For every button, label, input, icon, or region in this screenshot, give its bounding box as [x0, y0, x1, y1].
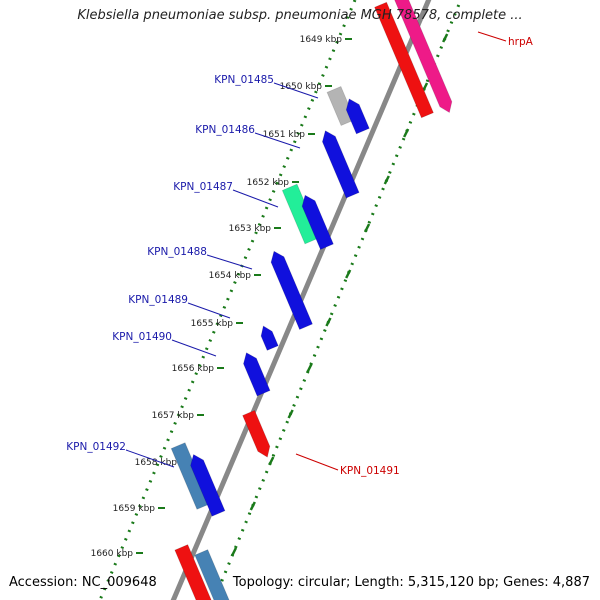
gene-label[interactable]: KPN_01492 [66, 441, 126, 453]
gene-blue-8[interactable] [190, 453, 226, 517]
gene-bottom-blue[interactable] [194, 549, 231, 600]
right-track-tick [363, 223, 371, 233]
gene-leader-line [206, 254, 253, 270]
topology-label: Topology: circular; Length: 5,315,120 bp… [232, 575, 590, 590]
right-track-tick [268, 456, 275, 466]
gene-blue-1[interactable] [345, 98, 370, 135]
accession-label: Accession: NC_009648 [9, 575, 157, 590]
kbp-tick-label: 1658 kbp [135, 458, 178, 468]
left-tick-track [98, 0, 357, 600]
right-track-tick [383, 175, 390, 185]
gene-KPN-01486[interactable] [321, 130, 360, 199]
gene-label[interactable]: hrpA [508, 36, 534, 48]
gene-leader-line [171, 339, 217, 357]
kbp-tick-label: 1651 kbp [263, 130, 306, 140]
gene-hrpA-red[interactable] [374, 1, 434, 119]
kbp-tick-label: 1660 kbp [91, 549, 134, 559]
gene-label[interactable]: KPN_01489 [128, 294, 188, 306]
kbp-tick-label: 1659 kbp [113, 504, 156, 514]
gene-label[interactable]: KPN_01488 [147, 246, 207, 258]
gene-KPN-01490[interactable] [243, 352, 271, 397]
gene-pink[interactable] [394, 0, 453, 114]
map-title: Klebsiella pneumoniae subsp. pneumoniae … [77, 8, 523, 23]
gene-leader-line [187, 302, 231, 319]
gene-label[interactable]: KPN_01487 [173, 181, 233, 193]
right-tick-track [212, 0, 463, 600]
right-track-tick [249, 501, 256, 511]
kbp-tick-label: 1654 kbp [209, 271, 252, 281]
kbp-tick-label: 1649 kbp [300, 35, 343, 45]
gene-label[interactable]: KPN_01490 [112, 331, 172, 343]
kbp-ticks: 1649 kbp 1650 kbp 1651 kbp 1652 kbp 1653 kbp… [91, 35, 352, 559]
gene-leader-line [254, 132, 301, 149]
gene-label[interactable]: KPN_01491 [340, 465, 400, 477]
gene-label[interactable]: KPN_01486 [195, 124, 255, 136]
gene-leader-line [295, 453, 339, 471]
gene-KPN-01489[interactable] [260, 325, 279, 351]
right-track-tick [402, 128, 410, 138]
right-track-tick [287, 409, 294, 419]
kbp-tick-label: 1653 kbp [229, 224, 272, 234]
gene-label[interactable]: KPN_01485 [214, 74, 274, 86]
gene-leader-line [477, 31, 507, 42]
right-track-tick [442, 33, 449, 43]
kbp-tick-label: 1657 kbp [152, 411, 195, 421]
gene-KPN-01491[interactable] [242, 409, 271, 458]
gene-leader-line [232, 189, 279, 208]
gene-KPN-01488[interactable] [270, 250, 313, 331]
right-track-tick [345, 269, 352, 279]
gene-bottom-red[interactable] [174, 544, 212, 600]
gene-blue-3[interactable] [301, 194, 334, 251]
right-track-tick [421, 82, 429, 92]
kbp-tick-label: 1656 kbp [172, 364, 215, 374]
right-track-tick [230, 547, 238, 557]
gene-labels: hrpA KPN_01485 KPN_01486 KPN_01487 KPN_01488… [66, 31, 534, 477]
gene-leader-line [273, 82, 319, 99]
kbp-tick-label: 1655 kbp [191, 319, 234, 329]
kbp-tick-label: 1652 kbp [247, 178, 290, 188]
kbp-tick-label: 1650 kbp [280, 82, 323, 92]
right-track-tick [306, 363, 313, 373]
gene-leader-line [125, 449, 175, 468]
right-track-tick [325, 317, 332, 327]
